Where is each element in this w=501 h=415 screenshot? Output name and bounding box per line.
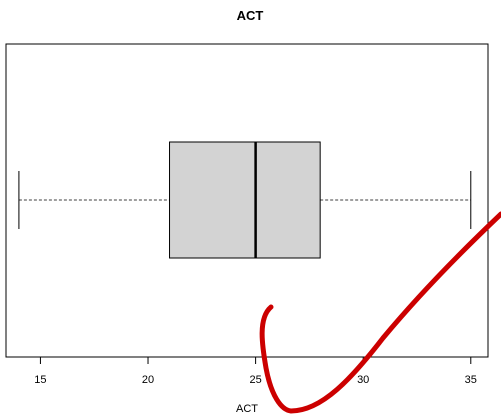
x-tick-label: 25: [249, 374, 261, 386]
boxplot: [18, 141, 472, 259]
x-tick-label: 20: [142, 374, 154, 386]
x-axis-label: ACT: [236, 403, 258, 415]
x-axis: 15 20 25 30 35: [34, 356, 477, 386]
red-checkmark-annotation: [259, 211, 501, 414]
chart-title: ACT: [237, 8, 264, 23]
x-tick-label: 35: [465, 374, 477, 386]
iqr-box: [169, 141, 321, 259]
x-tick-label: 30: [357, 374, 369, 386]
x-tick-label: 15: [34, 374, 46, 386]
